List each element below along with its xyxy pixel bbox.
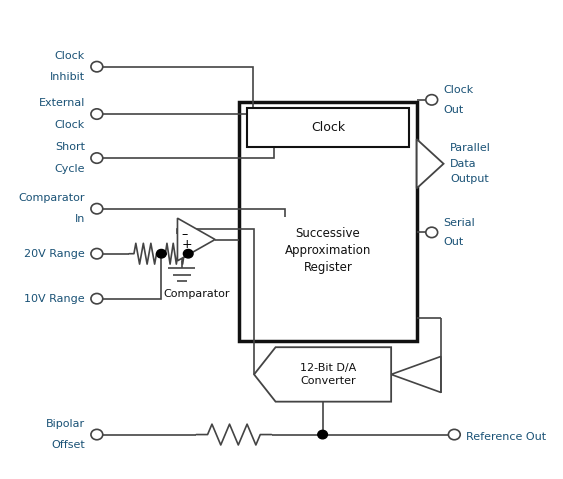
Text: In: In	[75, 215, 85, 224]
Circle shape	[426, 95, 437, 105]
Circle shape	[91, 294, 103, 304]
Polygon shape	[391, 356, 441, 392]
Text: +: +	[182, 239, 193, 251]
Text: Short: Short	[55, 142, 85, 152]
Text: 10V Range: 10V Range	[24, 294, 85, 304]
Text: Parallel: Parallel	[450, 143, 491, 153]
Text: Clock: Clock	[55, 51, 85, 61]
Bar	[239, 102, 417, 342]
Text: Reference Out: Reference Out	[466, 432, 546, 442]
Text: Inhibit: Inhibit	[50, 72, 85, 82]
Circle shape	[426, 227, 437, 238]
Text: External: External	[39, 98, 85, 108]
Text: Bipolar: Bipolar	[46, 419, 85, 429]
Circle shape	[91, 153, 103, 163]
Text: Comparator: Comparator	[19, 193, 85, 203]
Circle shape	[91, 249, 103, 259]
Circle shape	[157, 250, 166, 258]
Circle shape	[184, 250, 193, 258]
Text: Output: Output	[450, 174, 489, 184]
Text: Data: Data	[450, 159, 477, 169]
Text: Out: Out	[444, 237, 464, 247]
Circle shape	[91, 429, 103, 440]
Text: Clock: Clock	[55, 120, 85, 130]
Polygon shape	[177, 218, 215, 261]
Circle shape	[318, 430, 328, 439]
Text: –: –	[182, 228, 188, 240]
Polygon shape	[254, 347, 391, 402]
Text: Comparator: Comparator	[163, 289, 230, 299]
Text: 20V Range: 20V Range	[24, 249, 85, 259]
Text: 12-Bit D/A
Converter: 12-Bit D/A Converter	[300, 363, 356, 386]
Text: Out: Out	[444, 104, 464, 114]
Circle shape	[91, 61, 103, 72]
Text: Clock: Clock	[444, 85, 474, 95]
Polygon shape	[417, 139, 444, 188]
Circle shape	[91, 109, 103, 119]
Text: Clock: Clock	[311, 121, 345, 134]
Text: Successive
Approximation
Register: Successive Approximation Register	[285, 227, 371, 274]
Circle shape	[448, 429, 460, 440]
Bar	[247, 108, 409, 147]
Circle shape	[91, 204, 103, 214]
Text: Serial: Serial	[444, 217, 475, 228]
Text: Offset: Offset	[51, 440, 85, 450]
Text: Cycle: Cycle	[55, 164, 85, 174]
